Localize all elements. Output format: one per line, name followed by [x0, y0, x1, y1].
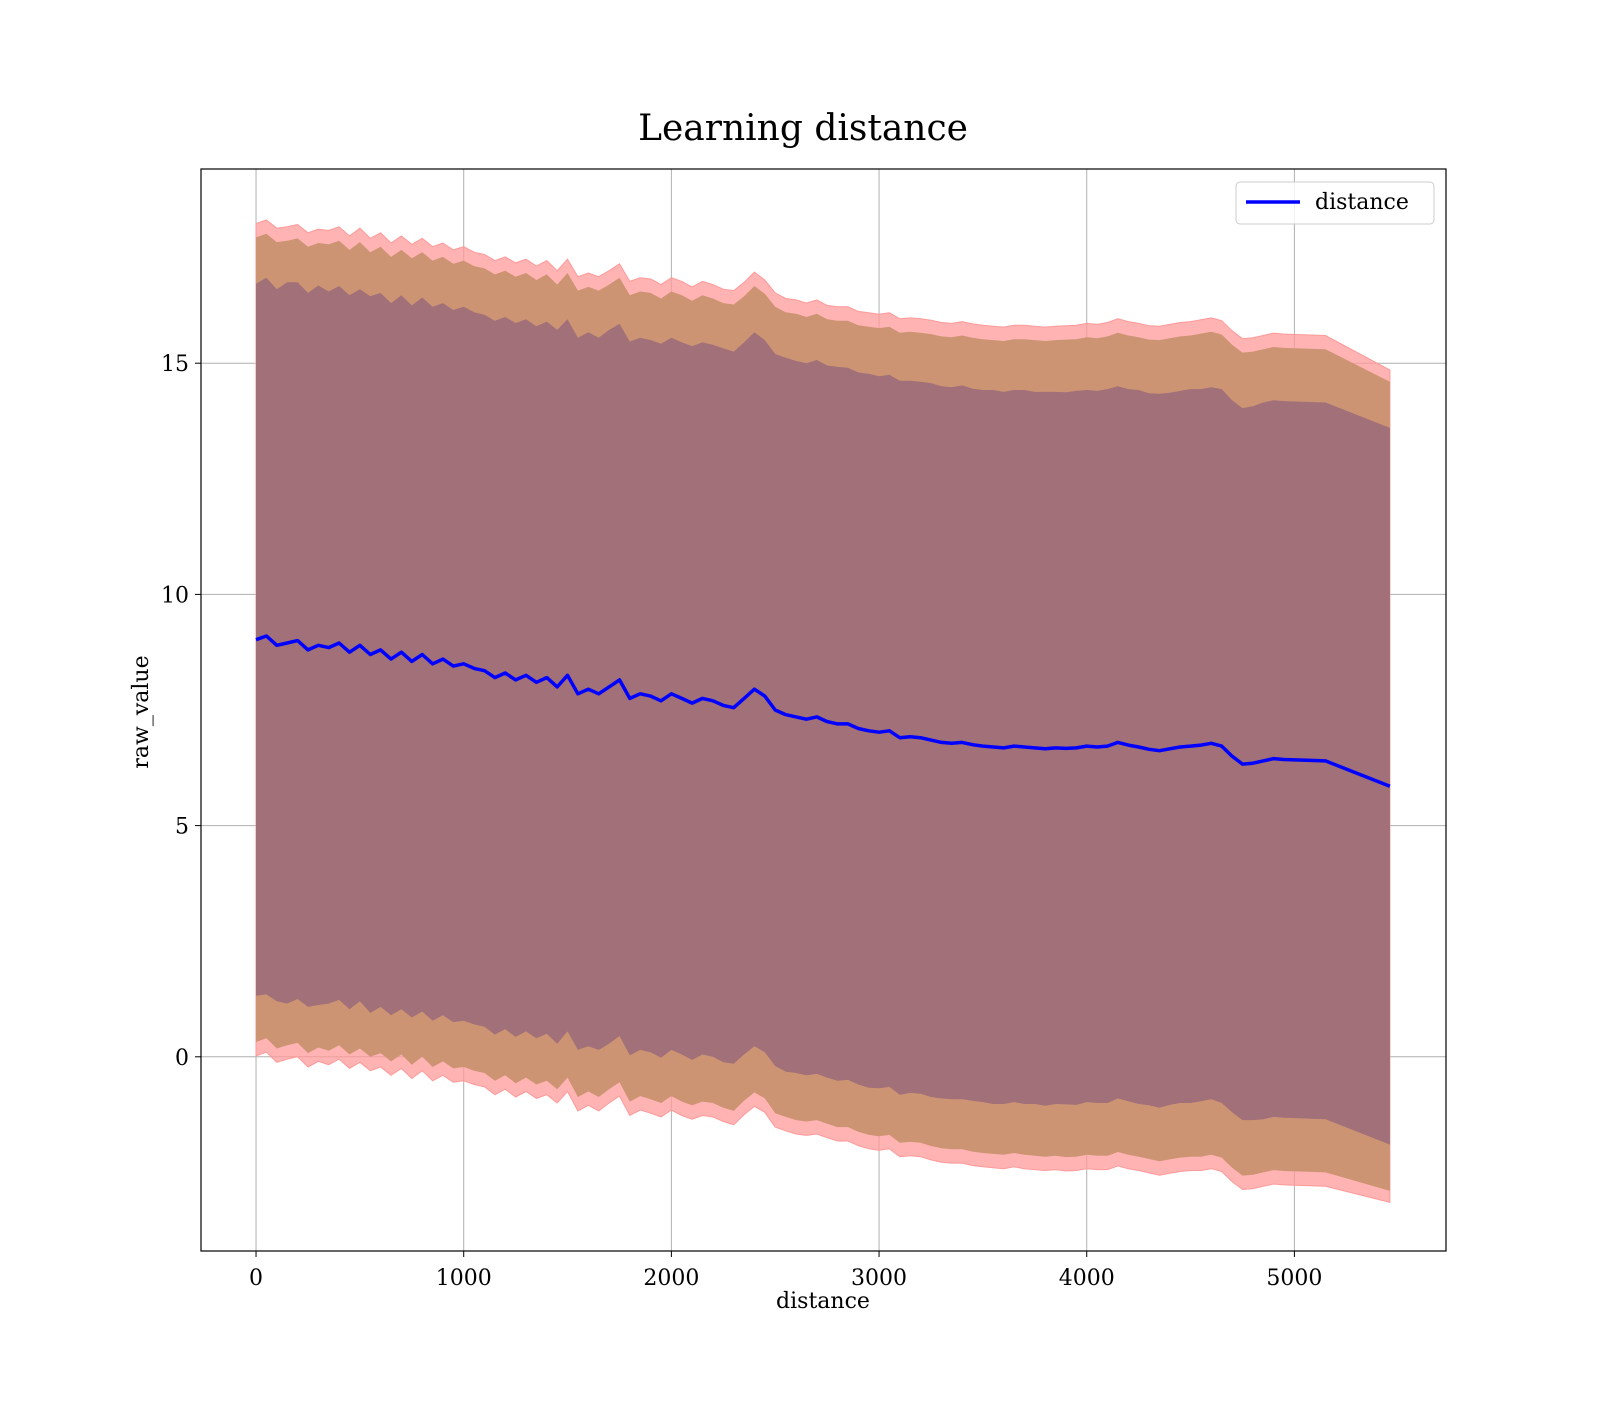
x-tick-label: 0	[249, 1266, 263, 1291]
x-tick-label: 1000	[436, 1266, 492, 1291]
std-band-inner	[256, 277, 1390, 1145]
plot-frame	[200, 168, 1447, 1252]
y-axis-label: raw_value	[129, 655, 154, 768]
x-tick-label: 3000	[851, 1266, 907, 1291]
axis-ticks: 0 1000 2000 3000 4000 5000 0 5 10 15	[161, 352, 1322, 1291]
legend-box	[1235, 181, 1435, 225]
x-tick-label: 4000	[1059, 1266, 1115, 1291]
legend-label-distance: distance	[1315, 190, 1409, 215]
y-tick-label: 0	[175, 1046, 189, 1071]
std-bands	[255, 219, 1391, 1204]
x-tick-label: 2000	[643, 1266, 699, 1291]
y-tick-label: 10	[161, 583, 189, 608]
y-tick-label: 5	[175, 815, 189, 840]
y-tick-label: 15	[161, 352, 189, 377]
legend: distance	[1235, 181, 1435, 225]
x-tick-label: 5000	[1266, 1266, 1322, 1291]
series-lines	[255, 634, 1391, 788]
chart-title: Learning distance	[638, 108, 968, 149]
series-line-distance	[255, 634, 1391, 788]
x-axis-label: distance	[776, 1289, 870, 1314]
